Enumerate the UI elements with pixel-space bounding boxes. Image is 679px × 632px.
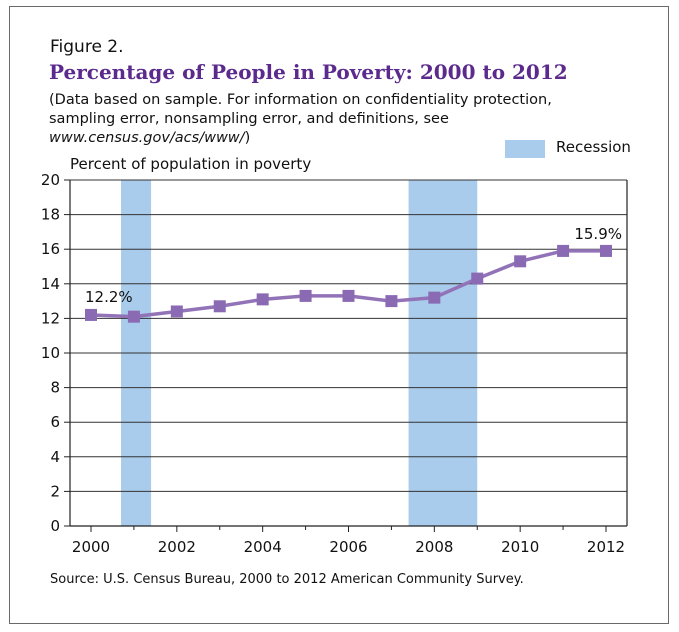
y-tick-label-16: 16 [41,240,60,258]
legend-label-recession: Recession [556,138,631,156]
legend-swatch-recession [505,140,545,158]
data-point-2000 [85,308,97,321]
data-label-2012: 15.9% [574,225,622,243]
x-tick-label-2010: 2010 [501,538,539,556]
y-tick-labels: 0 2 4 6 8 10 12 14 16 18 20 [41,171,70,535]
y-tick-label-2: 2 [50,482,60,500]
x-tick-labels: 2000 2002 2004 2006 2008 2010 2012 [72,526,625,556]
gridlines [70,179,627,492]
y-tick-label-8: 8 [50,379,60,397]
data-point-2011 [557,244,570,257]
data-point-2009 [471,272,484,285]
figure-frame [9,6,669,624]
y-tick-label-14: 14 [41,275,60,293]
data-point-2003 [213,300,226,313]
subtitle-line-2: sampling error, nonsampling error, and d… [49,111,449,127]
source-note: Source: U.S. Census Bureau, 2000 to 2012… [50,572,524,587]
data-point-2010 [514,255,527,268]
y-tick-label-4: 4 [50,448,60,466]
data-point-2006 [342,289,355,302]
data-point-2004 [256,293,269,306]
x-tick-label-2000: 2000 [72,538,110,556]
subtitle-line-1: (Data based on sample. For information o… [49,92,552,108]
x-tick-label-2008: 2008 [415,538,453,556]
series-markers [85,244,612,323]
data-point-2001 [127,310,140,323]
y-tick-label-0: 0 [50,517,60,535]
y-tick-label-12: 12 [41,309,60,327]
data-label-2000: 12.2% [85,288,133,306]
data-point-2008 [428,291,441,304]
chart-subtitle: (Data based on sample. For information o… [49,91,629,148]
y-tick-label-6: 6 [50,413,60,431]
figure-label: Figure 2. [50,37,124,57]
x-tick-label-2012: 2012 [587,538,625,556]
x-tick-label-2002: 2002 [158,538,196,556]
subtitle-close-paren: ) [244,130,251,146]
data-point-2012 [600,244,612,257]
annotations: 12.2% 15.9% [85,225,622,306]
x-tick-label-2006: 2006 [329,538,367,556]
y-axis-label: Percent of population in poverty [70,155,312,173]
subtitle-url: www.census.gov/acs/www/ [49,130,245,146]
data-point-2005 [299,289,312,302]
subtitle-line-3: www.census.gov/acs/www/) [49,129,629,148]
data-point-2007 [385,295,398,308]
chart-title: Percentage of People in Poverty: 2000 to… [49,60,568,84]
x-tick-label-2004: 2004 [244,538,282,556]
y-tick-label-18: 18 [41,206,60,224]
y-tick-label-20: 20 [41,171,60,189]
data-point-2002 [170,305,183,318]
y-tick-label-10: 10 [41,344,60,362]
